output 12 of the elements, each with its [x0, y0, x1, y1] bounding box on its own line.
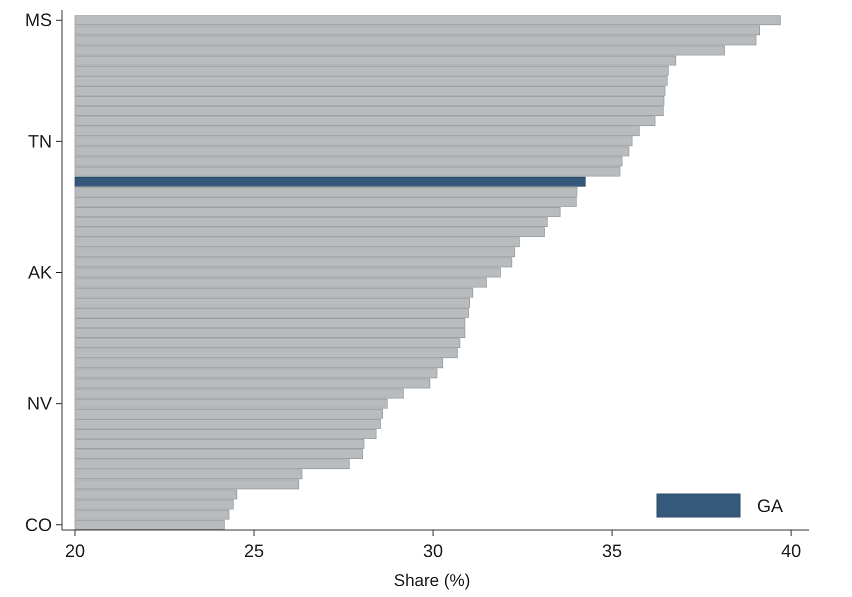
x-tick-label: 25 [244, 541, 264, 561]
x-axis-title: Share (%) [394, 571, 470, 590]
x-tick-label: 35 [602, 541, 622, 561]
x-tick-label: 20 [64, 541, 86, 561]
legend-label: GA [757, 496, 784, 516]
x-tick-label: 30 [423, 541, 444, 561]
y-tick-label: AK [28, 262, 52, 282]
y-tick-label: MS [25, 10, 52, 30]
y-tick-label: NV [26, 394, 52, 414]
x-tick-label: 40 [781, 541, 802, 561]
y-tick-label: TN [28, 131, 52, 152]
y-tick-label: CO [25, 514, 52, 535]
